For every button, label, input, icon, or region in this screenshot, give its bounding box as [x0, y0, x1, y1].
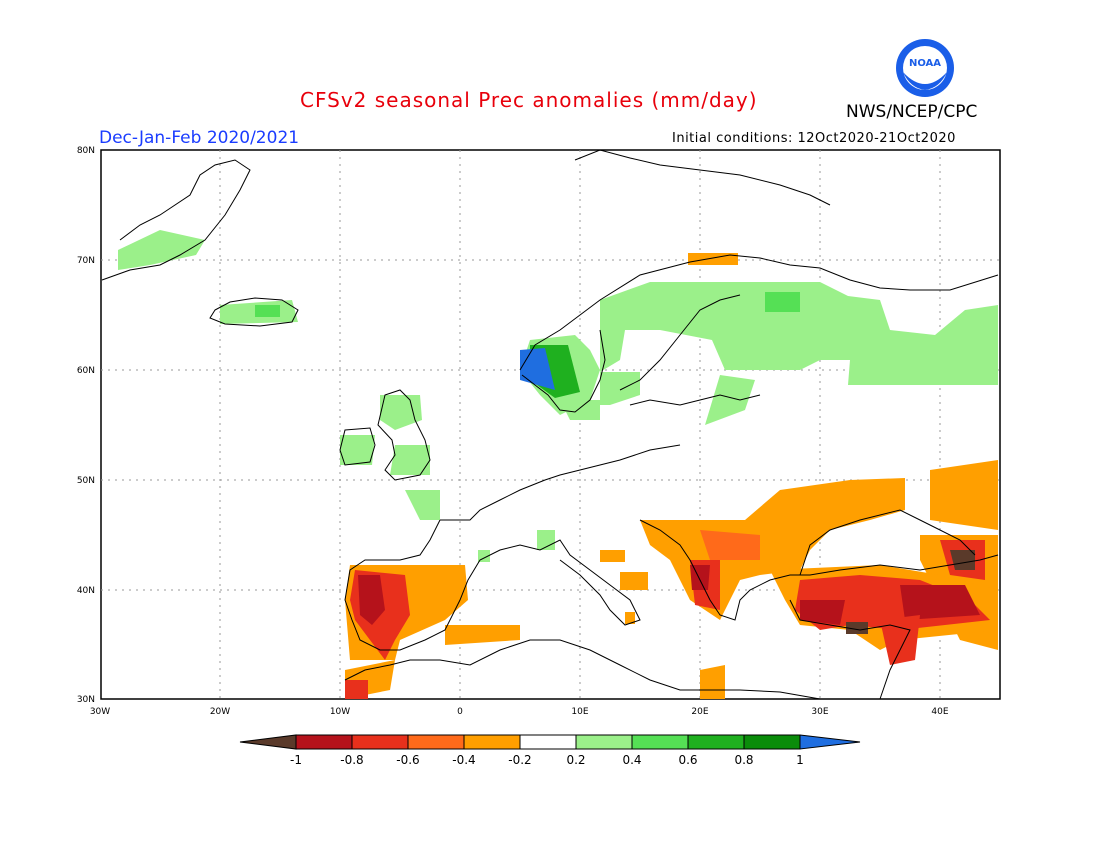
longitude-labels: 30W 20W 10W 0 10E 20E 30E 40E	[90, 707, 949, 717]
lat-label: 30N	[77, 695, 95, 705]
lon-label: 20E	[691, 707, 708, 717]
initial-conditions-label: Initial conditions: 12Oct2020-21Oct2020	[672, 131, 956, 146]
colorbar-label: -1	[290, 753, 302, 767]
colorbar-label: -0.6	[396, 753, 419, 767]
colorbar-bin	[631, 734, 689, 750]
colorbar-bin	[295, 734, 353, 750]
colorbar-label: 0.2	[566, 753, 585, 767]
lon-label: 0	[457, 707, 463, 717]
colorbar-label: 0.6	[678, 753, 697, 767]
colorbar-bin	[575, 734, 633, 750]
colorbar-left-arrow	[239, 734, 297, 750]
noaa-logo: NOAA	[896, 39, 954, 97]
chart-title: CFSv2 seasonal Prec anomalies (mm/day)	[300, 88, 758, 112]
colorbar-label: 0.4	[622, 753, 641, 767]
colorbar-bin	[687, 734, 745, 750]
lon-label: 10W	[330, 707, 350, 717]
colorbar-bin	[519, 734, 577, 750]
colorbar-label: 1	[796, 753, 804, 767]
lon-label: 10E	[571, 707, 588, 717]
colorbar-bin	[463, 734, 521, 750]
season-label: Dec-Jan-Feb 2020/2021	[99, 128, 300, 148]
lon-label: 40E	[931, 707, 948, 717]
lon-label: 30W	[90, 707, 110, 717]
organization-label: NWS/NCEP/CPC	[846, 102, 978, 122]
lat-label: 70N	[77, 256, 95, 266]
colorbar-bin	[407, 734, 465, 750]
lat-label: 50N	[77, 476, 95, 486]
colorbar-bin	[743, 734, 801, 750]
colorbar-label: -0.8	[340, 753, 363, 767]
latitude-labels: 80N 70N 60N 50N 40N 30N	[77, 146, 95, 705]
colorbar-bin	[351, 734, 409, 750]
lat-label: 60N	[77, 366, 95, 376]
anomaly-fields	[118, 230, 998, 699]
lat-label: 80N	[77, 146, 95, 156]
noaa-logo-text: NOAA	[909, 58, 941, 69]
colorbar-label: -0.2	[508, 753, 531, 767]
lat-label: 40N	[77, 586, 95, 596]
colorbar: -1 -0.8 -0.6 -0.4 -0.2 0.2 0.4 0.6 0.8 1	[239, 734, 861, 767]
colorbar-label: 0.8	[734, 753, 753, 767]
coastlines	[101, 149, 999, 700]
lon-label: 20W	[210, 707, 230, 717]
colorbar-label: -0.4	[452, 753, 475, 767]
colorbar-right-arrow	[799, 734, 861, 750]
lon-label: 30E	[811, 707, 828, 717]
